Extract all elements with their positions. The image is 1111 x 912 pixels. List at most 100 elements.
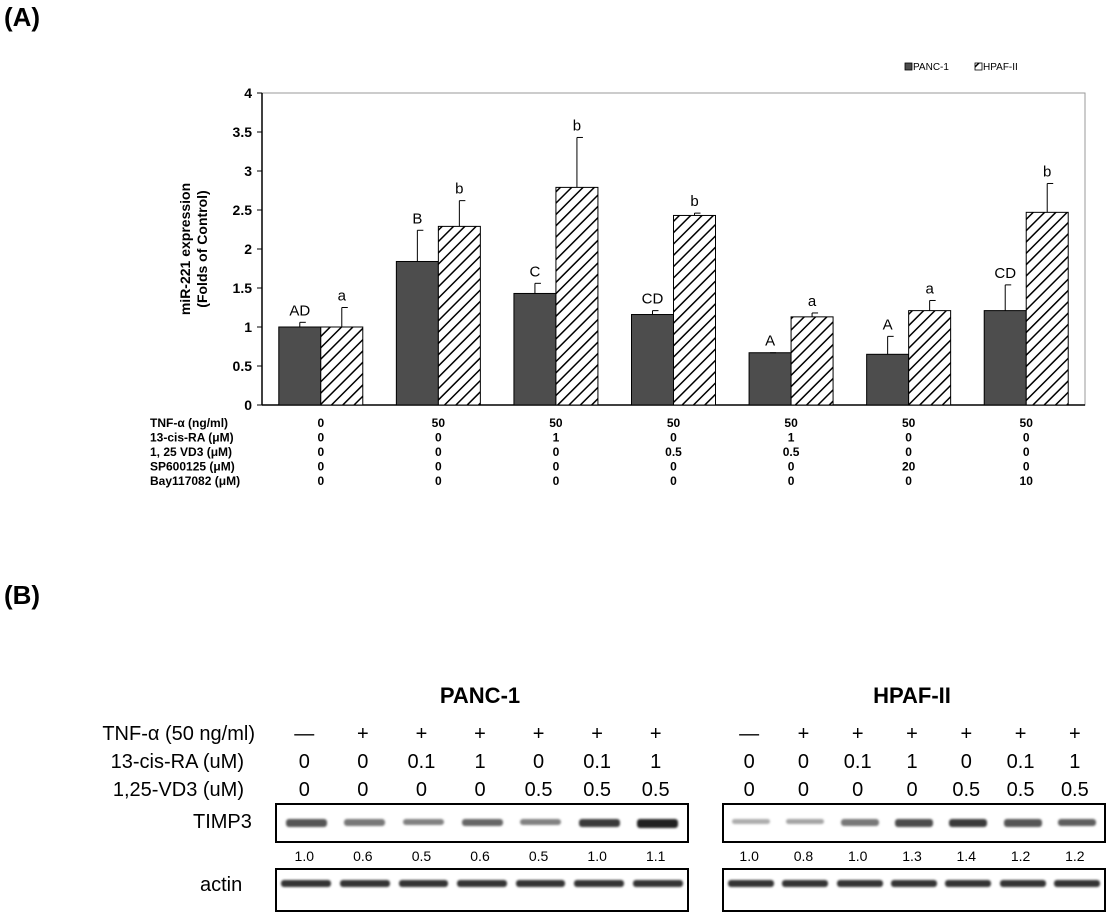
condition-value: 0 bbox=[905, 445, 912, 459]
significance-label: b bbox=[455, 181, 463, 198]
significance-label: b bbox=[690, 193, 698, 210]
significance-label: AD bbox=[289, 302, 310, 319]
legend-label: PANC-1 bbox=[913, 62, 949, 73]
condition-value: 0 bbox=[670, 460, 677, 474]
condition-value: 0 bbox=[905, 431, 912, 445]
tnf-value: + bbox=[415, 723, 428, 745]
y-tick-label: 0.5 bbox=[233, 358, 253, 374]
condition-row-label: SP600125 (μM) bbox=[150, 460, 235, 474]
timp3-quantification: 0.6 bbox=[353, 848, 373, 864]
condition-value: 0 bbox=[1023, 445, 1030, 459]
timp3-quantification: 0.5 bbox=[528, 848, 549, 864]
timp3-quantification: 0.8 bbox=[793, 848, 814, 864]
timp3-band bbox=[949, 819, 988, 828]
y-tick-label: 3.5 bbox=[233, 124, 253, 140]
significance-label: b bbox=[573, 117, 581, 134]
bar-panc-1 bbox=[748, 352, 792, 406]
timp3-quantification: 1.0 bbox=[587, 848, 607, 864]
cis-ra-value: 0.1 bbox=[583, 751, 612, 773]
condition-value: 0 bbox=[553, 474, 560, 488]
actin-band bbox=[632, 880, 683, 887]
bar-panc-1 bbox=[513, 292, 557, 406]
condition-value: 0.5 bbox=[665, 445, 682, 459]
condition-row-label: 1, 25 VD3 (μM) bbox=[150, 445, 232, 459]
bar-hpaf-ii bbox=[673, 214, 716, 406]
vd3-row-label: 1,25-VD3 (uM) bbox=[112, 779, 244, 801]
vd3-value: 0.5 bbox=[1006, 779, 1035, 801]
y-tick-label: 2.5 bbox=[233, 202, 253, 218]
condition-value: 0 bbox=[670, 431, 677, 445]
condition-row-label: 13-cis-RA (μM) bbox=[150, 431, 234, 445]
tnf-value: + bbox=[357, 723, 369, 745]
condition-value: 50 bbox=[432, 416, 446, 430]
significance-label: B bbox=[412, 210, 422, 227]
y-axis-label: miR-221 expression bbox=[177, 183, 193, 315]
significance-label: a bbox=[808, 293, 817, 310]
vd3-value: 0 bbox=[743, 779, 755, 801]
tnf-value: + bbox=[591, 723, 603, 745]
condition-row-label: Bay117082 (μM) bbox=[150, 474, 240, 488]
tnf-value: + bbox=[649, 723, 662, 745]
timp3-quantification: 1.3 bbox=[902, 848, 922, 864]
bar-hpaf-ii bbox=[437, 225, 481, 406]
condition-value: 0 bbox=[317, 460, 324, 474]
tnf-value: + bbox=[906, 723, 918, 745]
tnf-value: — bbox=[739, 723, 760, 745]
actin-band bbox=[782, 880, 829, 887]
vd3-value: 0 bbox=[474, 779, 486, 801]
actin-band bbox=[836, 880, 883, 887]
bar-hpaf-ii bbox=[555, 186, 599, 406]
timp3-band bbox=[895, 819, 933, 827]
timp3-band bbox=[1057, 819, 1096, 827]
condition-value: 20 bbox=[902, 460, 916, 474]
condition-value: 10 bbox=[1020, 474, 1034, 488]
vd3-value: 0.5 bbox=[583, 779, 612, 801]
vd3-value: 0.5 bbox=[1060, 779, 1089, 801]
condition-value: 0 bbox=[1023, 460, 1030, 474]
actin-band bbox=[281, 880, 332, 887]
tnf-row-label: TNF-α (50 ng/ml) bbox=[102, 723, 255, 745]
cis-ra-value: 0 bbox=[298, 751, 310, 773]
actin-blot bbox=[275, 868, 689, 912]
condition-value: 50 bbox=[784, 416, 798, 430]
actin-blot bbox=[722, 868, 1106, 912]
blot-group-title: PANC-1 bbox=[439, 683, 521, 708]
tnf-value: + bbox=[960, 723, 973, 745]
bar-panc-1 bbox=[983, 310, 1027, 406]
cis-ra-value: 0 bbox=[743, 751, 755, 773]
cis-ra-value: 0 bbox=[960, 751, 972, 773]
cis-ra-value: 1 bbox=[474, 751, 486, 773]
legend-swatch bbox=[974, 62, 983, 71]
y-tick-label: 3 bbox=[244, 163, 252, 179]
significance-label: A bbox=[765, 333, 775, 350]
condition-value: 0 bbox=[905, 474, 912, 488]
significance-label: a bbox=[925, 280, 934, 297]
cis-ra-value: 0 bbox=[797, 751, 809, 773]
condition-value: 0 bbox=[317, 474, 324, 488]
cis-ra-value: 1 bbox=[1069, 751, 1081, 773]
significance-label: CD bbox=[642, 291, 664, 308]
vd3-value: 0 bbox=[415, 779, 427, 801]
timp3-blot bbox=[722, 803, 1106, 843]
timp3-band bbox=[732, 819, 771, 824]
actin-band bbox=[574, 880, 625, 887]
vd3-value: 0 bbox=[357, 779, 369, 801]
condition-row-label: TNF-α (ng/ml) bbox=[150, 416, 228, 430]
cis-ra-value: 0.1 bbox=[1006, 751, 1035, 773]
vd3-value: 0 bbox=[906, 779, 918, 801]
legend-swatch bbox=[904, 62, 913, 71]
vd3-value: 0.5 bbox=[524, 779, 553, 801]
actin-row-label: actin bbox=[200, 874, 243, 896]
timp3-quantification: 1.1 bbox=[645, 848, 666, 864]
cis-ra-row-label: 13-cis-RA (uM) bbox=[110, 751, 244, 773]
condition-value: 0 bbox=[317, 416, 324, 430]
timp3-row-label: TIMP3 bbox=[193, 811, 252, 833]
vd3-value: 0.5 bbox=[952, 779, 981, 801]
y-axis-label: (Folds of Control) bbox=[194, 190, 210, 307]
condition-value: 50 bbox=[902, 416, 916, 430]
actin-band bbox=[890, 880, 938, 887]
legend-label: HPAF-II bbox=[983, 62, 1018, 73]
condition-value: 0 bbox=[435, 474, 442, 488]
significance-label: a bbox=[338, 288, 347, 305]
timp3-blot bbox=[275, 803, 689, 843]
